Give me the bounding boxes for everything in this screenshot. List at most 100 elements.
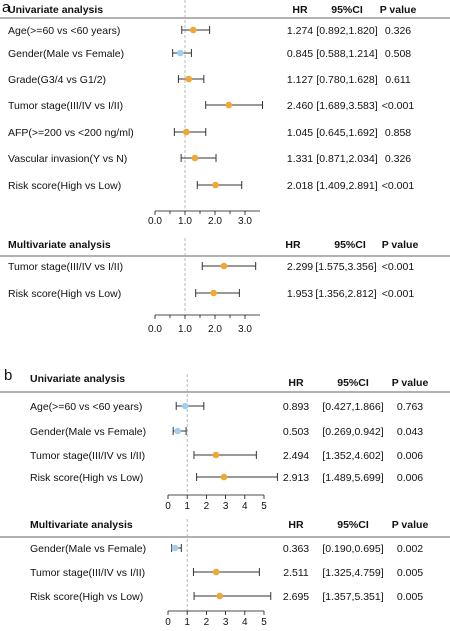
ci-value: [1.325,4.759] [322,567,383,579]
ci-value: [0.645,1.692] [316,127,377,139]
hr-point [171,544,179,552]
p-value: 0.326 [385,25,411,37]
x-tick-label: 3 [223,501,229,512]
hr-value: 0.503 [283,426,309,438]
x-tick-label: 4 [242,617,248,628]
column-header: HR [292,4,308,16]
x-tick-label: 2 [204,501,210,512]
hr-point [212,181,219,189]
hr-point [216,592,224,600]
p-value: 0.006 [397,472,423,484]
x-tick-label: 0 [165,501,171,512]
ci-value: [0.269,0.942] [322,426,383,438]
p-value: 0.005 [397,567,423,579]
hr-value: 1.127 [287,74,313,86]
row-label: Risk score(High vs Low) [8,180,121,192]
hr-point [185,75,193,83]
hr-value: 2.299 [287,261,313,273]
column-header: P value [382,239,419,251]
hr-value: 0.363 [283,543,309,555]
hr-point [210,289,217,297]
hr-point [181,402,189,410]
x-tick-label: 4 [242,501,248,512]
x-tick-label: 1 [184,501,190,512]
p-value: 0.508 [385,48,411,60]
p-value: 0.611 [385,74,411,86]
hr-value: 1.331 [287,153,313,165]
p-value: 0.043 [397,426,423,438]
column-header: P value [380,4,417,16]
row-label: Tumor stage(III/IV vs I/II) [30,567,145,579]
hr-point [177,49,184,57]
ci-value: [0.892,1.820] [316,25,377,37]
column-header: P value [392,377,429,389]
x-tick-label: 3.0 [238,216,252,227]
x-tick-label: 1.0 [178,216,192,227]
p-value: <0.001 [382,180,415,192]
x-tick-label: 2 [204,617,210,628]
x-tick-label: 0.0 [148,216,162,227]
hr-value: 2.018 [287,180,313,192]
x-tick-label: 3.0 [238,324,252,335]
hr-value: 2.511 [283,567,309,579]
column-header: P value [392,519,429,531]
x-tick-label: 2.0 [208,216,222,227]
row-label: Tumor stage(III/IV vs I/II) [8,261,123,273]
hr-point [212,568,220,576]
hr-point [220,262,228,270]
hr-value: 2.460 [287,100,313,112]
x-tick-label: 0 [165,617,171,628]
x-tick-label: 1.0 [178,324,192,335]
p-value: 0.006 [397,450,423,462]
ci-value: [1.409,2.891] [316,180,377,192]
p-value: 0.005 [397,591,423,603]
section-title: Univariate analysis [8,4,103,16]
ci-value: [0.427,1.866] [322,401,383,413]
row-label: Risk score(High vs Low) [8,288,121,300]
hr-point [225,101,233,109]
hr-point [174,427,181,435]
panel-b-letter: b [4,367,12,384]
x-tick-label: 2.0 [208,324,222,335]
x-tick-label: 0.0 [148,324,162,335]
p-value: 0.763 [397,401,423,413]
hr-point [189,26,197,34]
row-label: Gender(Male vs Female) [30,426,146,438]
p-value: <0.001 [382,100,415,112]
x-tick-label: 5 [261,617,267,628]
p-value: <0.001 [382,261,415,273]
section-title: Multivariate analysis [30,519,133,531]
row-label: Gender(Male vs Female) [8,48,124,60]
ci-value: [1.689,3.583] [316,100,377,112]
panel-a-letter: a [2,0,11,16]
ci-value: [0.588,1.214] [316,48,377,60]
row-label: Risk score(High vs Low) [30,472,143,484]
p-value: <0.001 [382,288,415,300]
ci-value: [0.871,2.034] [316,153,377,165]
hr-value: 1.274 [287,25,313,37]
section-title: Univariate analysis [30,373,125,385]
column-header: 95%CI [331,4,363,16]
hr-point [183,128,190,136]
x-tick-label: 1 [184,617,190,628]
row-label: Age(>=60 vs <60 years) [8,25,120,37]
hr-value: 1.045 [287,127,313,139]
row-label: Tumor stage(III/IV vs I/II) [8,100,123,112]
x-tick-label: 5 [261,501,267,512]
ci-value: [1.352,4.602] [322,450,383,462]
row-label: Risk score(High vs Low) [30,591,143,603]
column-header: HR [288,377,304,389]
section-title: Multivariate analysis [8,239,111,251]
ci-value: [1.357,5.351] [322,591,383,603]
hr-value: 2.695 [283,591,309,603]
hr-value: 2.913 [283,472,309,484]
ci-value: [1.356,2.812] [315,288,376,300]
hr-point [212,451,220,459]
hr-point [220,473,228,481]
column-header: HR [285,239,301,251]
p-value: 0.002 [397,543,423,555]
column-header: HR [288,519,304,531]
hr-value: 1.953 [287,288,313,300]
ci-value: [1.575,3.356] [315,261,376,273]
